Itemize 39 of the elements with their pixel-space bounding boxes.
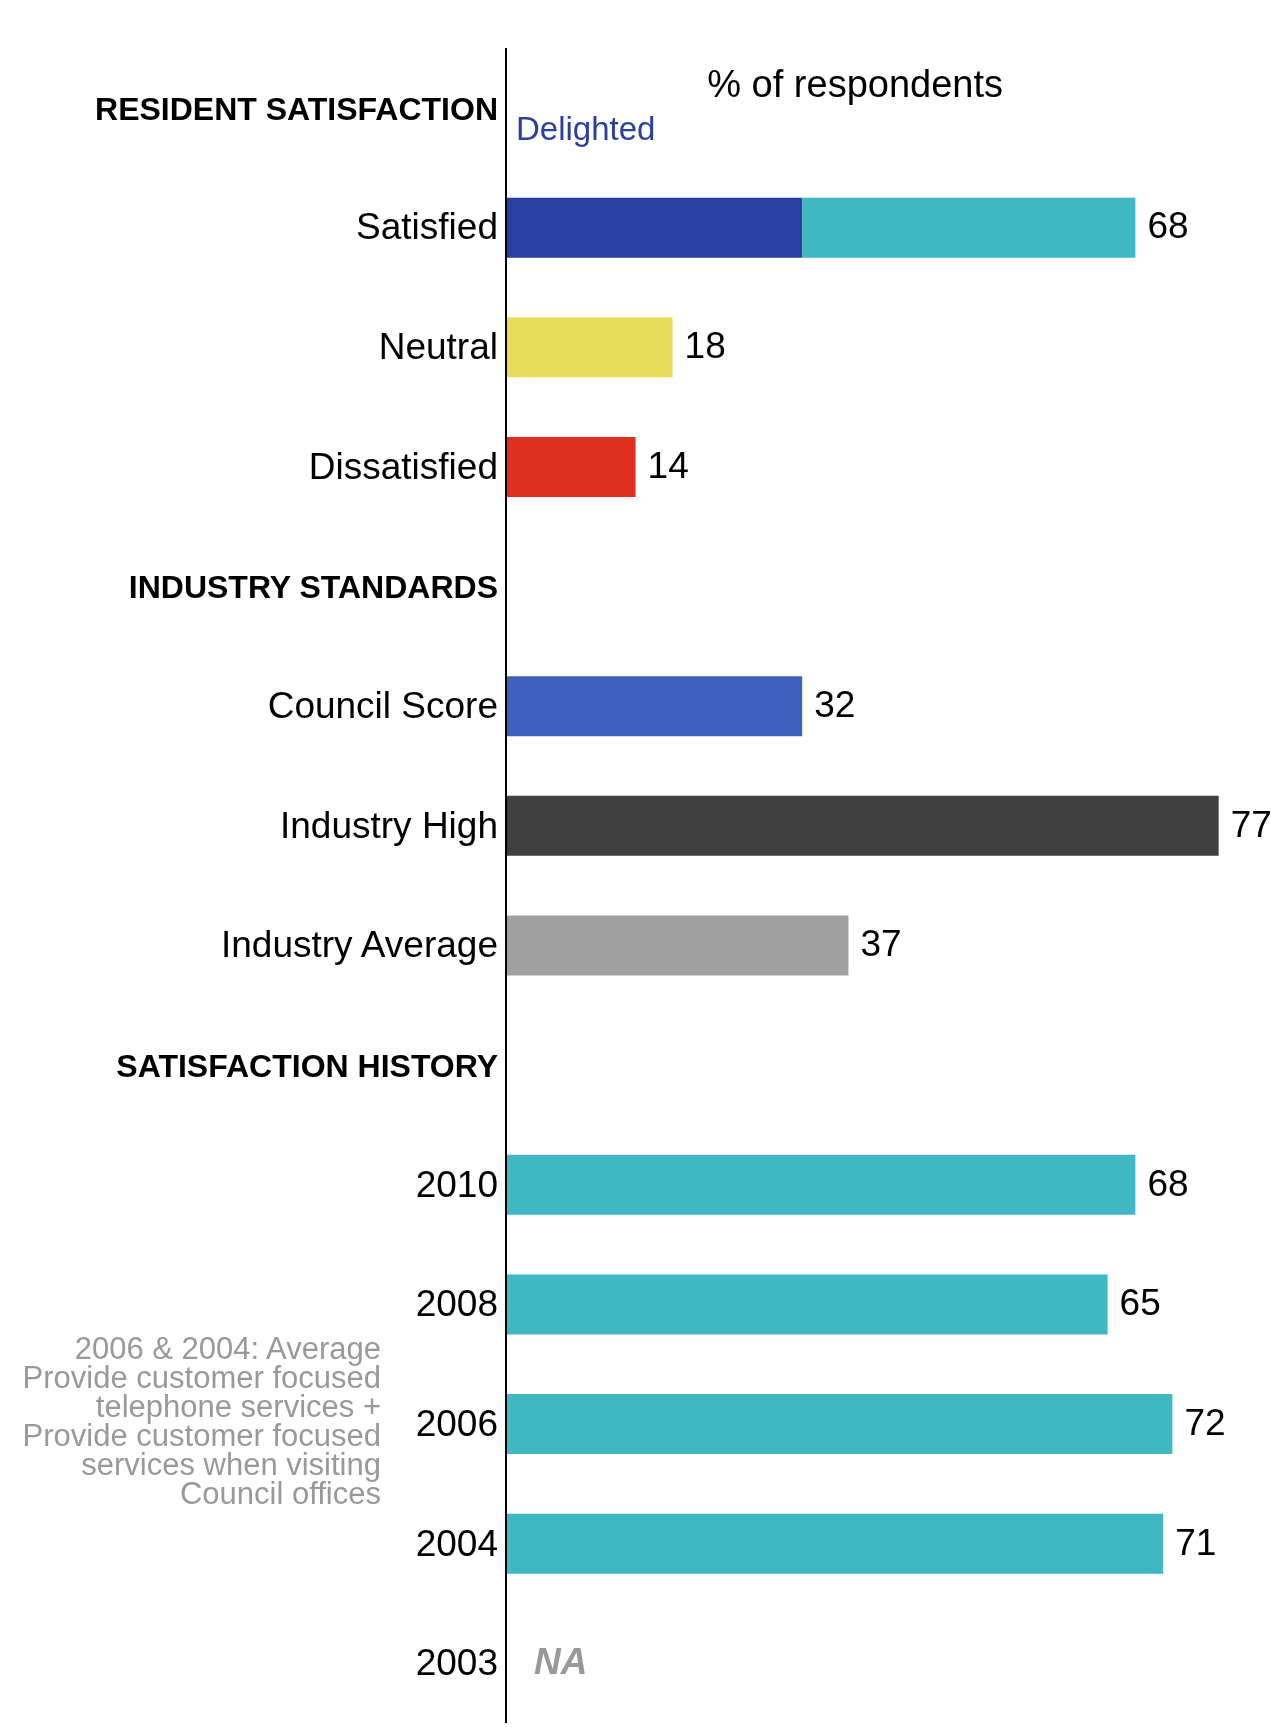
y-tick-label: 2003 [415, 1642, 498, 1684]
series-label: Delighted [516, 110, 656, 147]
y-tick-label: 2008 [415, 1283, 498, 1325]
total-label: 68 [1147, 205, 1189, 248]
y-tick-label: INDUSTRY STANDARDS [128, 569, 498, 606]
bar [506, 795, 1219, 856]
y-tick-label: 2010 [415, 1163, 498, 1205]
bar [506, 1274, 1108, 1335]
bar [506, 1513, 1164, 1574]
bar [506, 915, 849, 976]
data-label: 71 [1175, 1521, 1217, 1564]
y-tick-label: Neutral [378, 326, 498, 368]
y-tick-label: 2006 [415, 1402, 498, 1444]
y-tick-label: RESIDENT SATISFACTION [95, 90, 498, 127]
data-label: 37 [860, 923, 902, 966]
y-tick-label: Satisfied [356, 206, 498, 248]
bar [506, 436, 636, 497]
text: NA [534, 1641, 588, 1683]
y-tick-label: Industry High [280, 804, 498, 846]
bar [506, 676, 803, 737]
bar [506, 197, 803, 258]
y-tick-label: 2004 [415, 1522, 498, 1564]
data-label: 14 [647, 444, 689, 487]
data-label: 77 [1230, 803, 1271, 846]
bar [506, 1394, 1173, 1455]
data-label: 65 [1119, 1282, 1161, 1325]
data-label: 32 [814, 684, 856, 727]
data-label: 18 [684, 325, 726, 368]
y-tick-label: Council Score [267, 685, 498, 727]
bar [506, 317, 673, 378]
text: 2006 & 2004: Average Provide customer focused telephone services + Provide customer focused services when visiting Council offices [21, 1331, 381, 1512]
x-axis-title: % of respondents [707, 63, 1003, 106]
y-tick-label: Dissatisfied [308, 445, 498, 487]
bar [802, 197, 1136, 258]
data-label: 68 [1147, 1162, 1189, 1205]
y-tick-label: Industry Average [221, 924, 498, 966]
data-label: 72 [1184, 1401, 1226, 1444]
bar [506, 1154, 1136, 1215]
y-tick-label: SATISFACTION HISTORY [116, 1047, 498, 1084]
